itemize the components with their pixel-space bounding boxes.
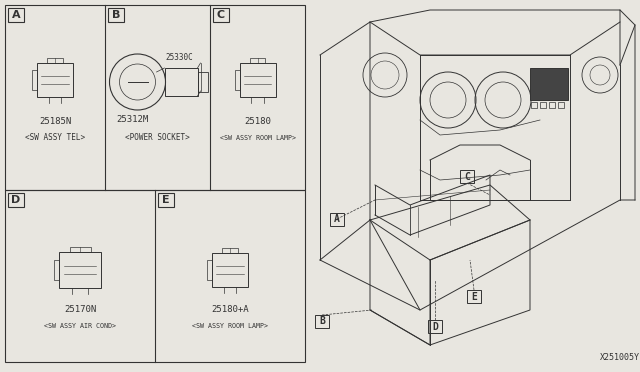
Bar [164,68,198,96]
Bar [540,102,546,108]
Text: 25180: 25180 [244,118,271,126]
Bar [5,190,305,362]
Text: B: B [319,317,325,327]
Text: 25170N: 25170N [64,305,96,314]
Text: E: E [162,195,170,205]
Text: A: A [334,215,340,224]
Text: <POWER SOCKET>: <POWER SOCKET> [125,134,190,142]
Text: X251005Y: X251005Y [600,353,640,362]
Text: B: B [112,10,120,20]
Bar [198,72,207,92]
Bar [54,260,59,280]
Bar [212,253,248,287]
Bar [222,248,238,253]
Bar [239,63,275,97]
Text: D: D [432,321,438,331]
Bar [531,102,537,108]
Text: <SW ASSY TEL>: <SW ASSY TEL> [25,134,85,142]
Bar [8,193,24,207]
Bar [315,315,329,328]
Bar [207,260,212,279]
Text: 25330C: 25330C [166,54,193,62]
Text: C: C [217,10,225,20]
Text: <SW ASSY ROOM LAMP>: <SW ASSY ROOM LAMP> [192,323,268,329]
Bar [467,290,481,303]
Bar [250,58,266,63]
Text: 25185N: 25185N [39,118,71,126]
Bar [108,8,124,22]
Bar [5,5,305,190]
Text: A: A [12,10,20,20]
Bar [37,63,73,97]
Bar [530,68,568,100]
Text: C: C [464,171,470,182]
Bar [47,58,63,63]
Text: 25180+A: 25180+A [211,305,249,314]
Text: <SW ASSY AIR COND>: <SW ASSY AIR COND> [44,323,116,329]
Text: D: D [12,195,20,205]
Text: <SW ASSY ROOM LAMP>: <SW ASSY ROOM LAMP> [220,135,296,141]
Bar [59,252,101,288]
Bar [549,102,555,108]
Bar [32,70,37,90]
Bar [428,320,442,333]
Bar [330,213,344,226]
Text: E: E [471,292,477,301]
Bar [8,8,24,22]
Bar [213,8,229,22]
Bar [70,247,90,252]
Bar [158,193,174,207]
Text: 25312M: 25312M [116,115,148,125]
Bar [234,70,239,90]
Bar [460,170,474,183]
Bar [558,102,564,108]
